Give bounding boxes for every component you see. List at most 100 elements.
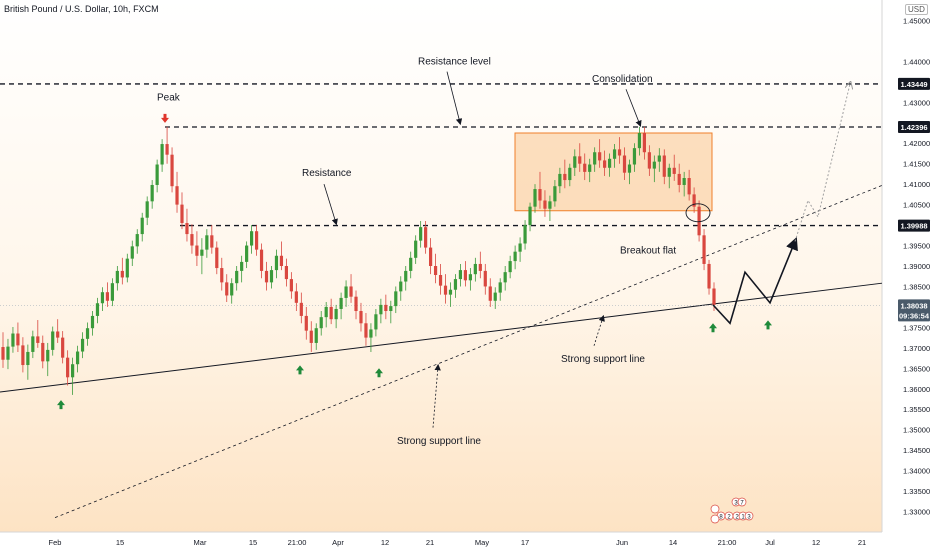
price-label-text: 1.39988	[900, 222, 927, 231]
current-price-text: 1.38038	[900, 301, 927, 310]
candle-body	[31, 336, 35, 352]
candle-body	[130, 246, 134, 259]
candle-body	[160, 144, 164, 165]
candle-body	[314, 328, 318, 343]
resistance-level-pointer	[446, 71, 463, 126]
candle-body	[543, 200, 547, 209]
consolidation-label: Consolidation	[592, 74, 653, 85]
price-label-text: 1.42396	[900, 123, 927, 132]
price-tick-18: 1.34500	[903, 446, 930, 455]
price-tick-13: 1.37000	[903, 344, 930, 353]
candle-body	[712, 288, 716, 305]
price-tick-20: 1.33500	[903, 487, 930, 496]
candle-body	[254, 231, 259, 250]
time-tick-15: 21	[858, 538, 866, 547]
candle-body	[458, 270, 463, 280]
candle-body	[603, 160, 607, 168]
price-axis-ticks: 1.45000 1.44000 1.43000 1.42000 1.41500 1.410…	[903, 16, 930, 516]
price-label-tag	[898, 121, 930, 134]
candle-body	[384, 304, 388, 312]
candle-body	[667, 167, 671, 177]
candle-body	[284, 266, 289, 280]
event-badge[interactable]	[744, 511, 754, 521]
candle-body	[637, 133, 642, 149]
price-tick-10: 1.38500	[903, 282, 930, 291]
price-tick-14: 1.36500	[903, 364, 930, 373]
candle-body	[309, 330, 313, 343]
event-badges: 3 78 2 2 1 3	[710, 497, 754, 524]
sell-arrow-icon	[161, 113, 169, 123]
candle-body	[200, 249, 204, 256]
time-tick-2: Mar	[194, 538, 207, 547]
candle-body	[85, 328, 90, 339]
candle-body	[250, 231, 254, 246]
candle-body	[533, 189, 537, 207]
candle-body	[463, 270, 467, 281]
candle-body	[513, 251, 517, 262]
candle-body	[448, 289, 453, 295]
flag-badge-icon[interactable]	[710, 514, 720, 524]
candle-body	[687, 178, 691, 195]
candle-body	[354, 296, 358, 312]
event-badge-count: 8	[719, 515, 723, 521]
price-tick-17: 1.35000	[903, 426, 930, 435]
candle-body	[578, 156, 582, 164]
flag-badge-icon[interactable]	[710, 504, 720, 514]
candle-body	[205, 235, 209, 250]
breakout-circle	[685, 203, 711, 223]
candle-body	[339, 297, 343, 309]
event-badge[interactable]	[737, 497, 747, 507]
candle-body	[71, 364, 75, 378]
candle-body	[692, 194, 696, 207]
time-tick-6: 12	[381, 538, 389, 547]
candle-body	[319, 317, 323, 329]
strong-support-line	[0, 282, 883, 393]
candle-body	[165, 144, 169, 155]
time-tick-1: 15	[116, 538, 124, 547]
candle-body	[443, 285, 448, 295]
candle-body	[289, 279, 293, 292]
candle-body	[483, 270, 487, 287]
candle-body	[140, 217, 144, 235]
event-badge-count: 2	[735, 515, 739, 521]
candle-body	[538, 189, 542, 201]
candle-body	[478, 263, 482, 271]
candle-body	[523, 225, 527, 244]
currency-badge[interactable]: USD	[905, 4, 928, 15]
buy-arrow-icon	[709, 323, 717, 333]
candle-body	[438, 275, 443, 286]
candle-body	[120, 270, 124, 278]
candle-body	[394, 291, 398, 307]
price-label-text: 1.43449	[900, 80, 927, 89]
candle-body	[433, 266, 438, 276]
price-tick-15: 1.36000	[903, 385, 930, 394]
candle-body	[269, 270, 274, 283]
candle-body	[682, 178, 686, 185]
time-axis-background	[0, 532, 882, 550]
candle-body	[110, 283, 114, 301]
candle-body	[294, 291, 298, 303]
candle-body	[21, 345, 25, 366]
candle-body	[334, 308, 338, 320]
buy-arrow-icon	[57, 400, 65, 410]
candle-body	[304, 315, 308, 331]
candle-body	[617, 149, 622, 156]
candle-body	[115, 270, 119, 284]
peak-label: Peak	[157, 92, 181, 103]
candle-body	[324, 306, 328, 318]
candle-body	[51, 331, 55, 350]
candle-body	[6, 346, 10, 360]
candle-body	[627, 164, 632, 173]
projection-target-path	[794, 84, 850, 242]
candle-body	[135, 234, 139, 247]
candle-body	[588, 164, 592, 172]
candle-body	[568, 167, 572, 181]
candle-body	[488, 286, 492, 301]
candle-body	[642, 133, 646, 153]
time-tick-0: Feb	[49, 538, 62, 547]
candle-body	[90, 315, 95, 329]
candle-body	[210, 235, 214, 248]
price-tick-0: 1.45000	[903, 16, 930, 25]
